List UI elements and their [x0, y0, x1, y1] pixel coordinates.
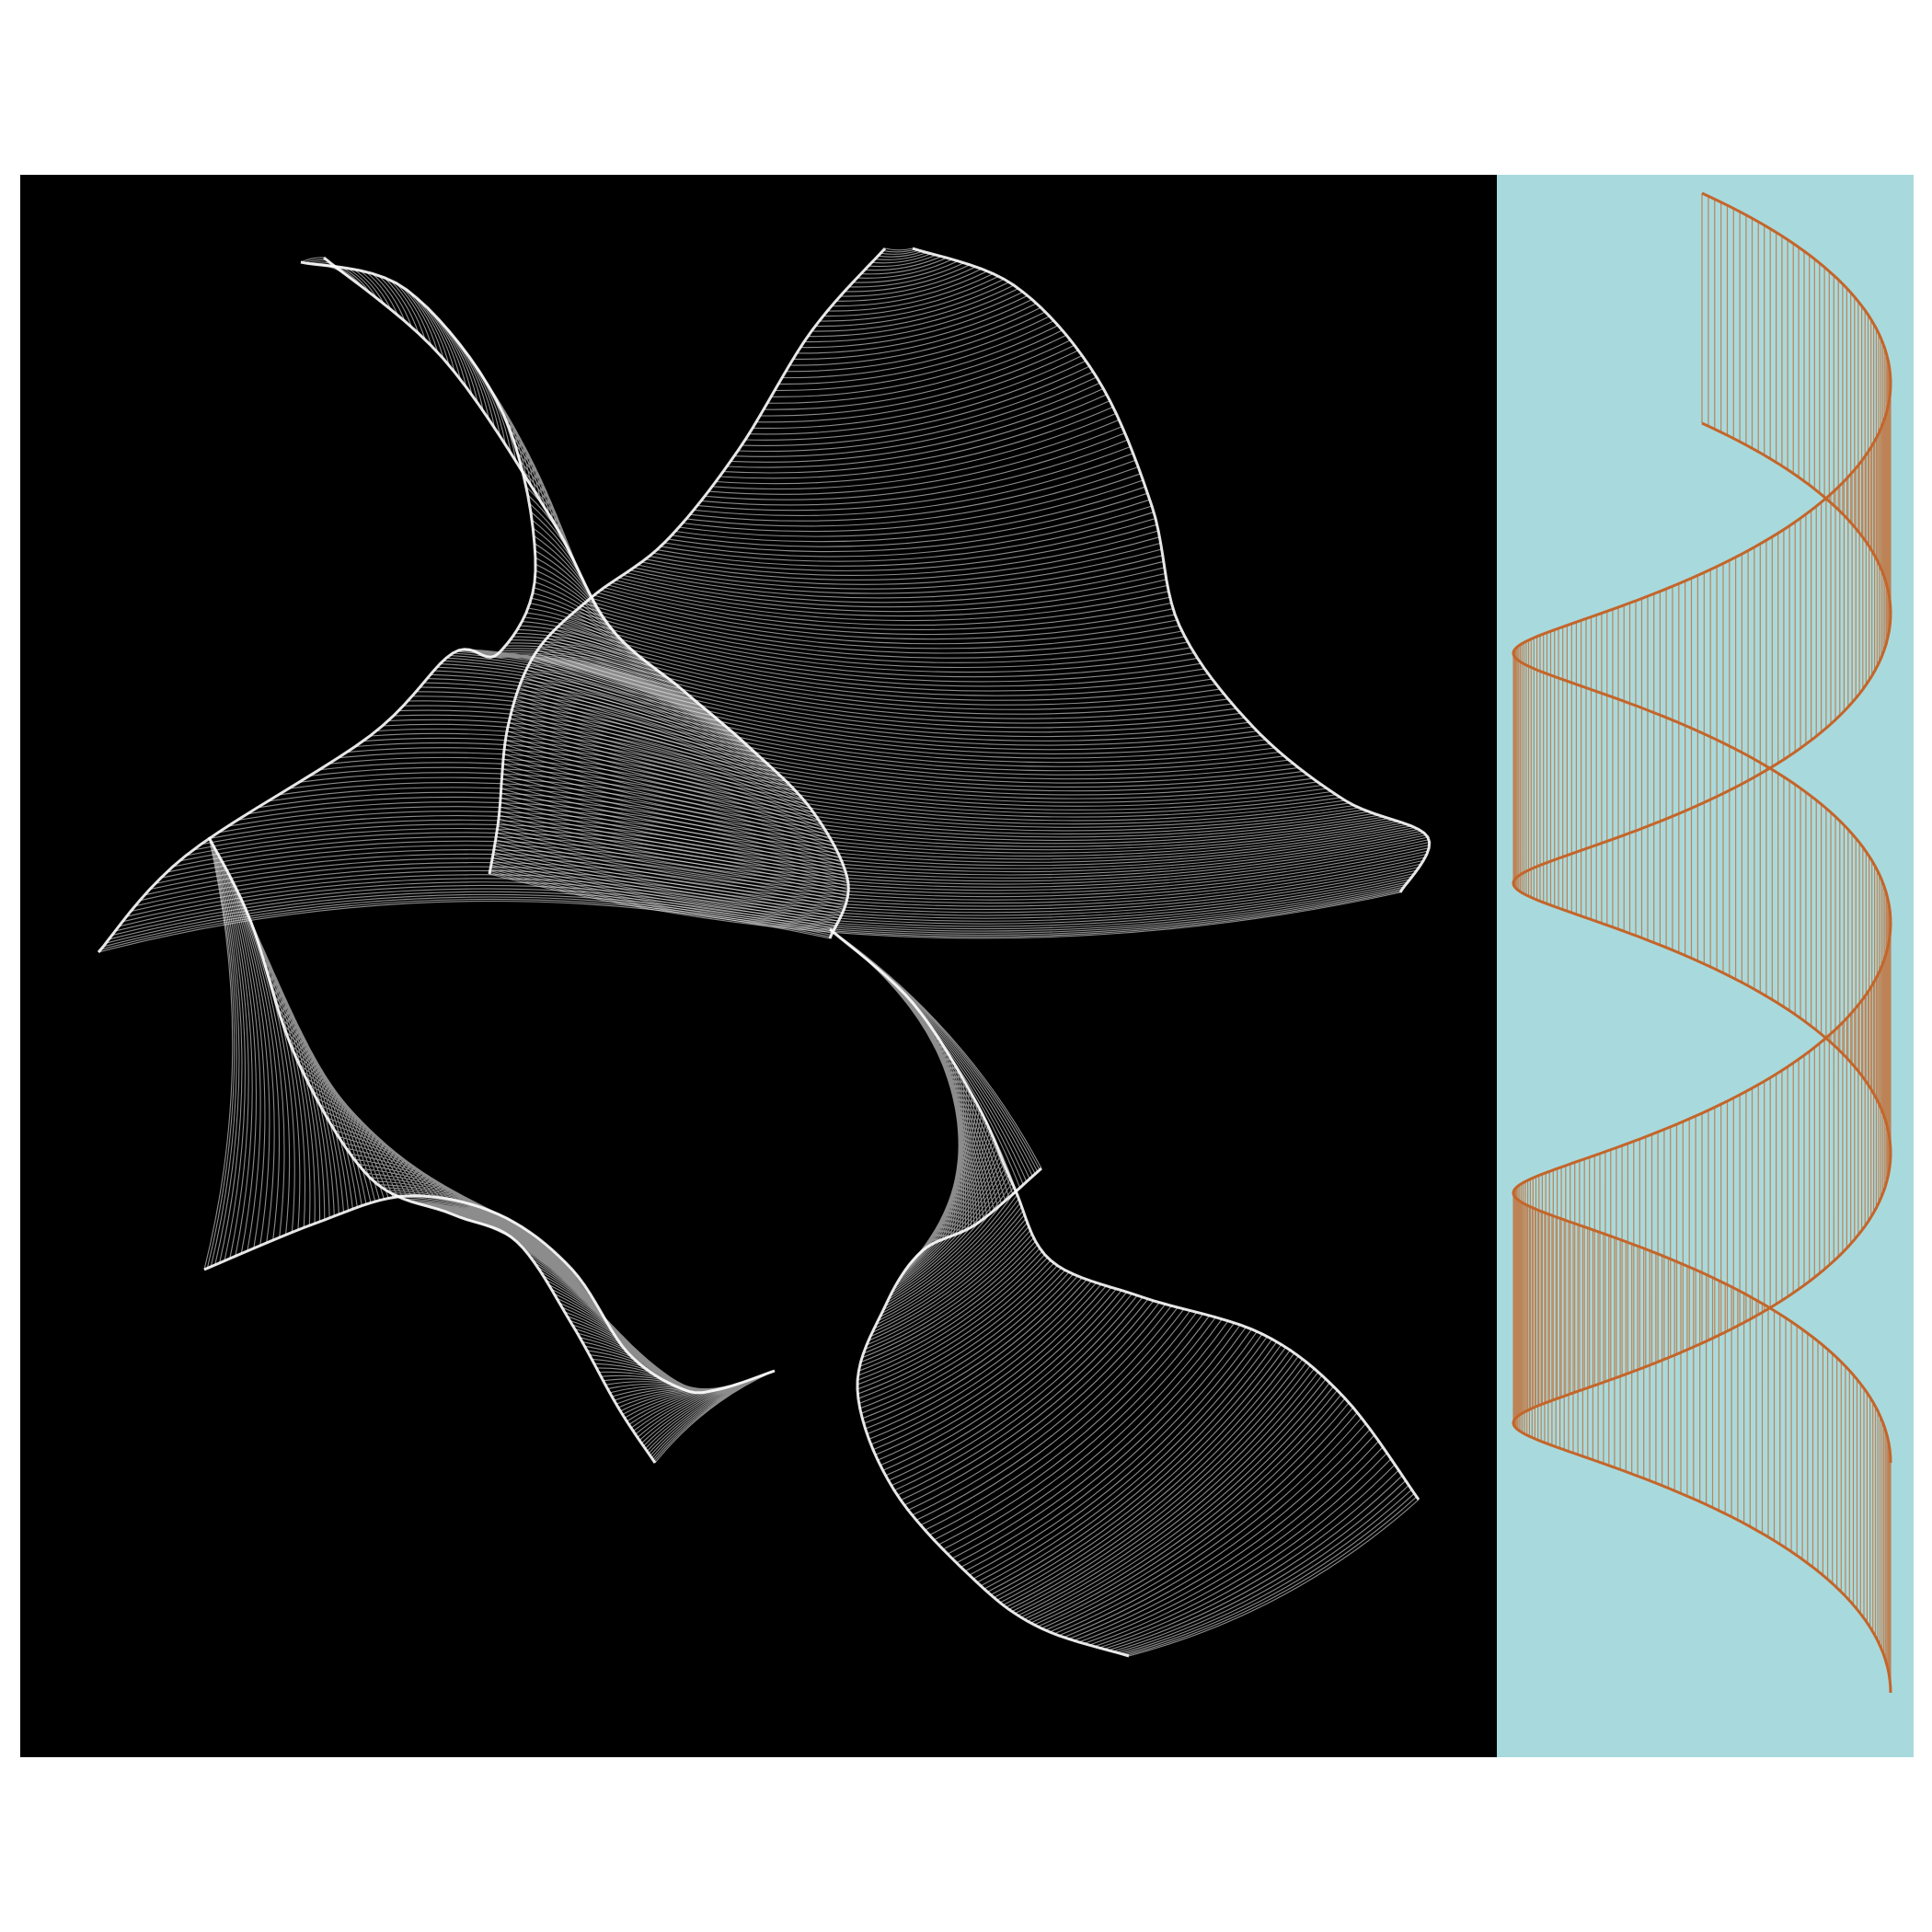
string-ribbon: [203, 836, 776, 1464]
string-ribbon: [829, 927, 1420, 1658]
cyan-helix-panel: [1497, 175, 1914, 1757]
white-ribbon-art: [20, 175, 1497, 1757]
helix-strings: [1512, 191, 1892, 1694]
orange-helix-ribbon: [1497, 175, 1914, 1757]
string-ribbon: [488, 247, 1432, 939]
black-string-art-panel: [20, 175, 1497, 1757]
